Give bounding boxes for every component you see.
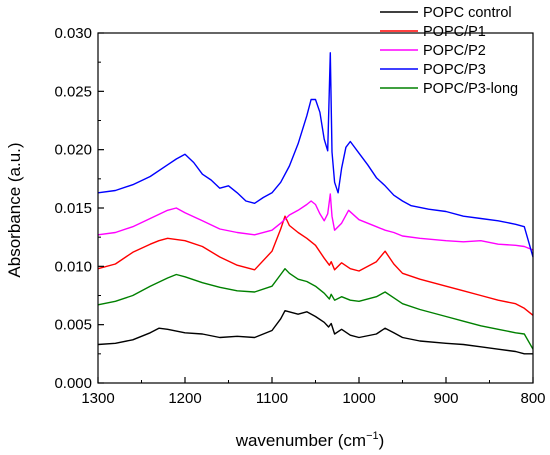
y-tick-label: 0.025 <box>54 83 92 100</box>
x-tick-label: 1000 <box>342 390 375 407</box>
legend-label-1: POPC control <box>423 5 512 21</box>
series-layer <box>97 52 534 355</box>
x-axis-title-sup: −1 <box>366 430 379 442</box>
legend: POPC control POPC/P1 POPC/P2 POPC/P3 POPC/P3… <box>380 5 518 97</box>
series-line-5 <box>97 268 534 350</box>
legend-label-2: POPC/P1 <box>423 24 486 40</box>
x-axis-title-main: wavenumber (cm <box>235 431 366 450</box>
x-tick-label: 1200 <box>168 390 201 407</box>
x-tick-label: 1300 <box>81 390 114 407</box>
y-tick-label: 0.000 <box>54 375 92 392</box>
y-tick-label: 0.015 <box>54 200 92 217</box>
x-tick-label: 1100 <box>256 390 288 407</box>
axes-layer: 1300 1200 1100 1000 900 800 0.000 0.005 0.010 0.0… <box>54 25 545 407</box>
x-tick-label: 900 <box>433 390 458 407</box>
legend-label-3: POPC/P2 <box>423 43 486 59</box>
series-line-1 <box>97 310 533 355</box>
x-tick-label: 800 <box>520 390 545 407</box>
series-line-3 <box>97 193 534 251</box>
series-line-2 <box>97 215 534 316</box>
legend-label-5: POPC/P3-long <box>423 81 518 97</box>
legend-label-4: POPC/P3 <box>423 62 486 78</box>
x-axis-title-suffix: ) <box>379 431 385 450</box>
y-axis-title: Absorbance (a.u.) <box>5 142 24 277</box>
y-tick-label: 0.030 <box>54 25 92 42</box>
series-line-4 <box>97 52 534 258</box>
y-tick-label: 0.020 <box>54 142 92 159</box>
x-axis-title: wavenumber (cm−1) <box>235 430 385 450</box>
y-tick-label: 0.010 <box>54 258 92 275</box>
y-tick-label: 0.005 <box>54 317 92 334</box>
